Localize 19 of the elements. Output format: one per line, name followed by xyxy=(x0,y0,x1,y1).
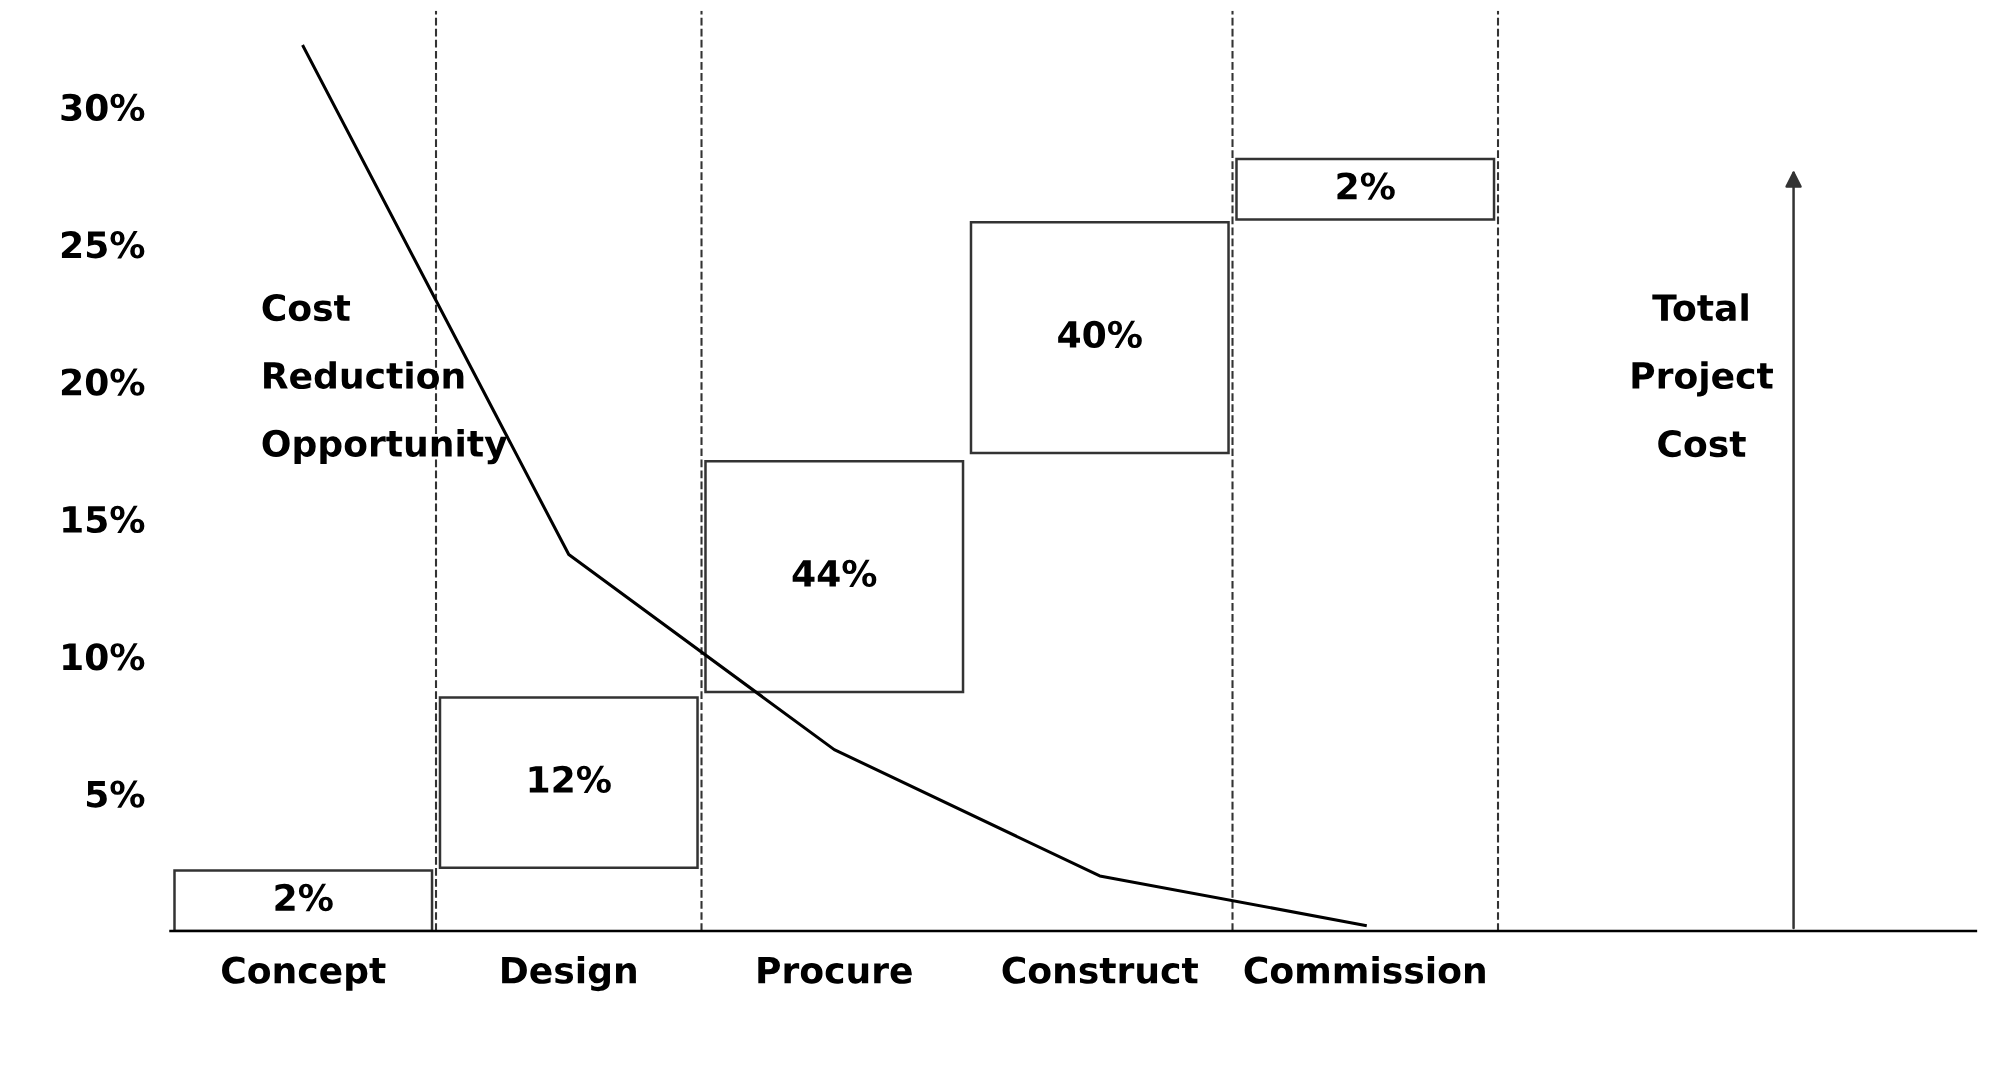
annotation: 40% xyxy=(1058,320,1142,349)
y-tick-label: 30% xyxy=(61,93,145,122)
bar xyxy=(173,869,434,931)
annotation: 44% xyxy=(792,559,877,588)
text: Total Project Cost xyxy=(1632,293,1773,458)
annotation: 2% xyxy=(275,883,333,912)
annotation: 2% xyxy=(1337,172,1395,200)
y-tick-label: 20% xyxy=(61,368,145,396)
x-tick-label: Design xyxy=(502,955,636,992)
x-tick-label: Procure xyxy=(758,957,912,984)
x-tick-label: Concept xyxy=(222,956,386,991)
y-tick-label: 25% xyxy=(61,231,145,259)
y-tick-label: 15% xyxy=(63,505,145,534)
x-tick-label: Commission xyxy=(1244,955,1485,984)
y-tick-label: 10% xyxy=(63,643,145,671)
annotation: Cost Reduction Opportunity xyxy=(262,293,507,465)
x-tick-label: Construct xyxy=(1002,956,1198,984)
annotation: 12% xyxy=(529,765,611,794)
y-tick-label: 5% xyxy=(86,780,145,808)
